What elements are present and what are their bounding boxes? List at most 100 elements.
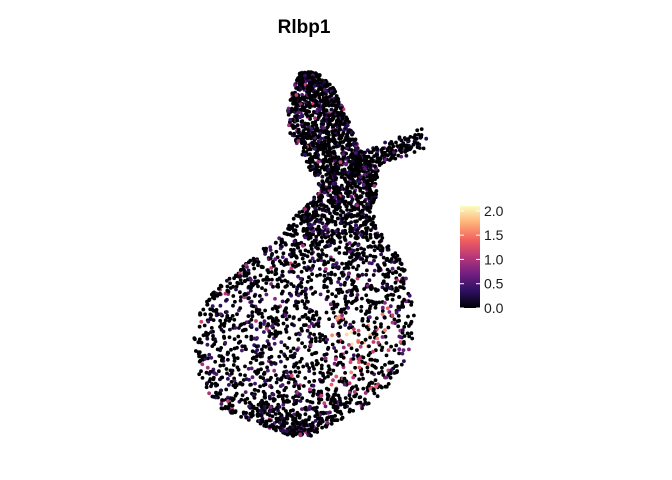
cell-point [302, 421, 306, 425]
cell-point [336, 291, 341, 295]
cell-point [250, 375, 255, 380]
cell-point [204, 385, 209, 390]
cell-point [304, 306, 309, 310]
cell-point [267, 413, 272, 417]
cell-point [334, 144, 339, 149]
cell-point [356, 332, 361, 337]
cell-point [281, 406, 286, 411]
cell-point [301, 149, 306, 154]
cell-point [291, 250, 296, 255]
cell-point [335, 233, 340, 238]
cell-point [307, 218, 312, 223]
cell-point [370, 370, 374, 375]
cell-point [375, 147, 380, 152]
cell-point [384, 353, 389, 358]
cell-point [293, 429, 297, 434]
cell-point [313, 122, 318, 127]
cell-point [404, 147, 409, 152]
cell-point [291, 284, 296, 289]
cell-point [313, 120, 318, 124]
cell-point [321, 379, 325, 383]
cell-point [368, 235, 373, 240]
cell-point [308, 159, 313, 164]
cell-point [346, 194, 350, 199]
cell-point [406, 314, 410, 319]
cell-point [348, 255, 352, 260]
cell-point [319, 255, 323, 260]
cell-point [269, 270, 274, 274]
cell-point [280, 383, 285, 387]
cell-point [305, 398, 310, 403]
cell-point [348, 229, 352, 234]
cell-point [263, 252, 267, 256]
cell-point [240, 393, 245, 398]
cell-point [320, 207, 325, 212]
cell-point [386, 244, 391, 249]
cell-point [402, 286, 406, 291]
cell-point [316, 246, 320, 251]
cell-point [358, 158, 363, 162]
cell-point [286, 374, 290, 378]
cell-point [295, 390, 299, 395]
cell-point [360, 272, 365, 277]
cell-point [235, 345, 239, 350]
cell-point [329, 170, 334, 174]
cell-point [289, 282, 294, 286]
cell-point [374, 300, 379, 305]
cell-point [210, 304, 215, 308]
cell-point [238, 339, 243, 344]
cell-point [345, 277, 349, 281]
cell-point [269, 424, 274, 429]
cell-point [299, 356, 304, 361]
cell-point [226, 357, 230, 362]
cell-point [277, 259, 282, 263]
cell-point [371, 220, 375, 225]
cell-point [365, 309, 369, 314]
cell-point [366, 202, 371, 207]
cell-point [336, 155, 341, 160]
cell-point [386, 348, 391, 353]
cell-point [345, 135, 350, 140]
cell-point [367, 278, 372, 283]
cell-point [320, 213, 324, 218]
cell-point [272, 368, 277, 373]
colorbar-tick-label: 1.0 [484, 251, 504, 267]
cell-point [306, 428, 311, 433]
cell-point [353, 241, 358, 246]
cell-point [403, 321, 408, 326]
cell-point [305, 279, 310, 284]
cell-point [239, 281, 244, 286]
cell-point [354, 297, 359, 302]
cell-point [384, 375, 389, 380]
cell-point [326, 374, 330, 379]
cell-point [326, 168, 331, 172]
cell-point [329, 270, 334, 275]
cell-point [321, 373, 326, 378]
cell-point [337, 320, 341, 325]
cell-point [310, 256, 315, 261]
cell-point [205, 365, 210, 370]
cell-point [419, 133, 424, 137]
cell-point [264, 424, 268, 429]
cell-point [388, 361, 393, 365]
cell-point [357, 377, 362, 382]
cell-point [358, 175, 363, 180]
cell-point [288, 349, 293, 354]
cell-point [322, 190, 327, 195]
cell-point [326, 124, 330, 129]
cell-point [334, 206, 338, 211]
cell-point [325, 397, 330, 402]
cell-point [318, 292, 323, 297]
cell-point [283, 278, 287, 283]
cell-point [296, 274, 300, 279]
cell-point [343, 310, 348, 315]
cell-point [336, 393, 341, 398]
cell-point [284, 429, 289, 434]
cell-point [335, 96, 340, 101]
cell-point [368, 253, 373, 258]
cell-point [255, 412, 260, 417]
cell-point [265, 339, 270, 343]
cell-point [238, 306, 243, 310]
cell-point [270, 307, 275, 311]
cell-point [340, 147, 345, 152]
